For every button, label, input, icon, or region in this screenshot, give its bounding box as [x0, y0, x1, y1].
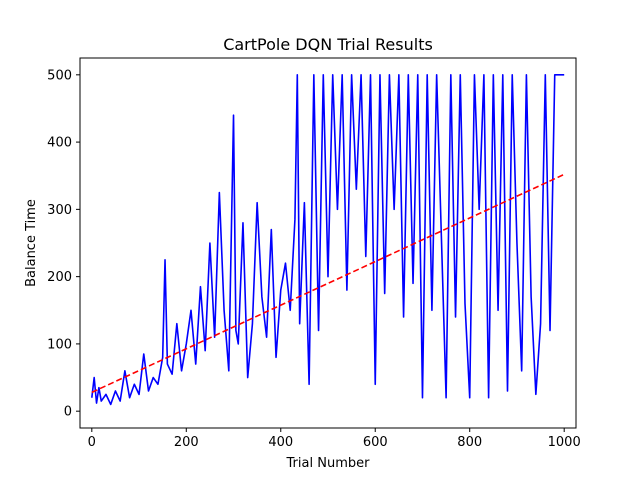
x-tick-label: 200 — [174, 435, 199, 450]
plot-area — [91, 74, 565, 406]
series-line — [91, 74, 565, 406]
y-tick-label: 200 — [47, 270, 72, 285]
y-tick-label: 300 — [47, 203, 72, 218]
y-axis-ticks: 0 100 200 300 400 500 — [47, 68, 80, 420]
x-tick-label: 400 — [268, 435, 293, 450]
axes-frame — [79, 57, 577, 429]
chart-title: CartPole DQN Trial Results — [223, 35, 433, 54]
trend-line — [91, 173, 565, 394]
x-tick-label: 1000 — [548, 435, 581, 450]
x-tick-label: 0 — [88, 435, 96, 450]
y-tick-label: 100 — [47, 337, 72, 352]
y-tick-label: 400 — [47, 136, 72, 151]
x-axis-ticks: 0 200 400 600 800 1000 — [88, 428, 581, 450]
y-tick-label: 0 — [64, 405, 72, 420]
x-tick-label: 600 — [363, 435, 388, 450]
x-axis-label: Trial Number — [286, 456, 371, 471]
x-tick-label: 800 — [457, 435, 482, 450]
y-tick-label: 500 — [47, 68, 72, 83]
y-axis-label: Balance Time — [24, 199, 39, 287]
